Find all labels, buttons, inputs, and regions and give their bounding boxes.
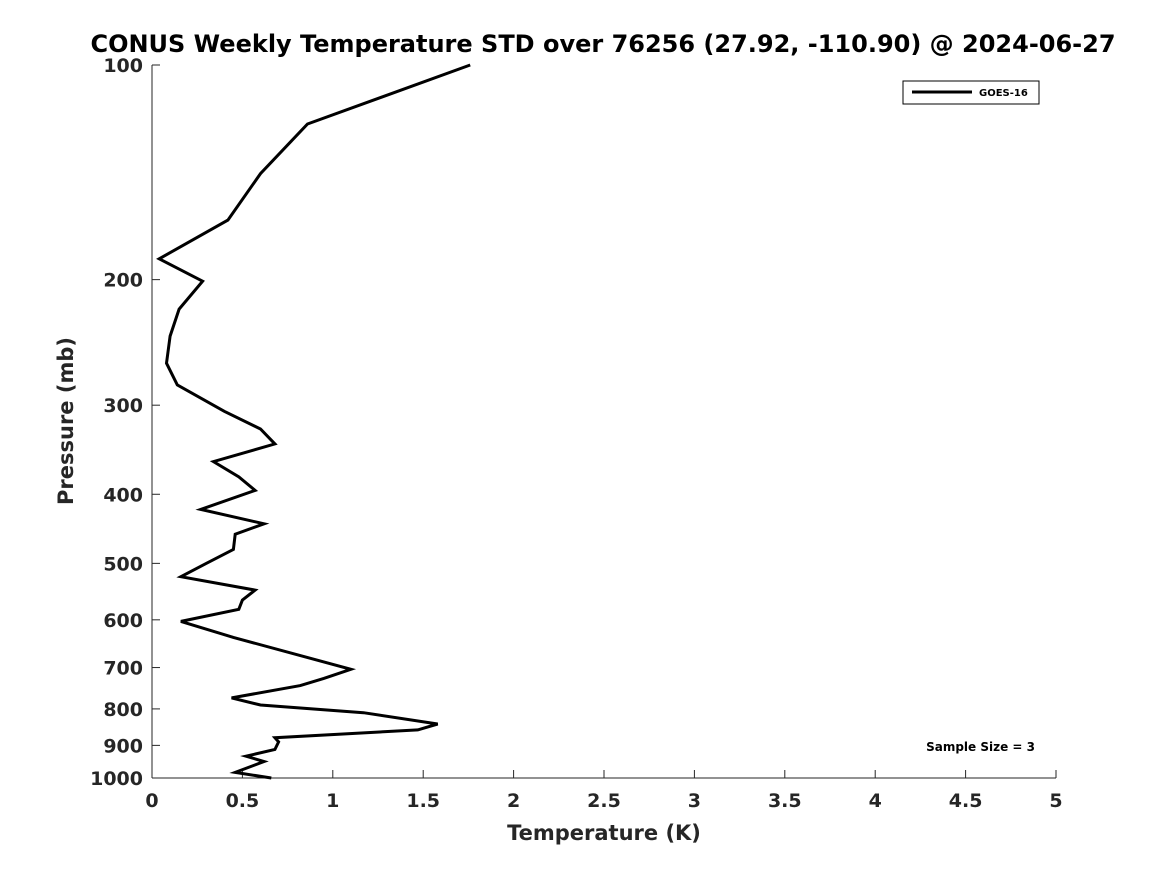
series-layer [156, 63, 471, 780]
y-tick-label: 1000 [90, 768, 143, 790]
x-tick-label: 2.5 [587, 790, 621, 812]
x-tick-label: 3 [688, 790, 701, 812]
axes [151, 65, 1056, 779]
x-tick-label: 4.5 [949, 790, 983, 812]
legend: GOES-16 [902, 80, 1040, 105]
sample-size-annotation: Sample Size = 3 [926, 740, 1035, 754]
series-line-goes-16 [156, 63, 471, 780]
y-tick-label: 500 [103, 553, 143, 575]
y-tick-label: 700 [103, 658, 143, 680]
x-axis-ticks: 0 0.5 1 1.5 2 2.5 3 3.5 4 4.5 5 [145, 770, 1063, 812]
x-tick-label: 5 [1049, 790, 1062, 812]
y-tick-label: 100 [103, 55, 143, 77]
y-tick-label: 300 [103, 395, 143, 417]
x-tick-label: 0.5 [226, 790, 260, 812]
x-axis-label: Temperature (K) [507, 821, 701, 845]
chart-title: CONUS Weekly Temperature STD over 76256 … [90, 30, 1115, 58]
y-tick-label: 200 [103, 270, 143, 292]
y-tick-label: 900 [103, 735, 143, 757]
x-tick-label: 3.5 [768, 790, 802, 812]
y-tick-label: 600 [103, 610, 143, 632]
y-axis-label: Pressure (mb) [54, 337, 78, 505]
y-tick-label: 800 [103, 699, 143, 721]
x-tick-label: 0 [145, 790, 158, 812]
y-tick-label: 400 [103, 484, 143, 506]
legend-label-goes-16: GOES-16 [979, 88, 1028, 99]
y-axis-ticks: 100 200 300 400 500 600 700 800 900 1000 [90, 55, 160, 790]
x-tick-label: 2 [507, 790, 520, 812]
x-tick-label: 4 [869, 790, 882, 812]
x-tick-label: 1 [326, 790, 339, 812]
x-tick-label: 1.5 [406, 790, 440, 812]
